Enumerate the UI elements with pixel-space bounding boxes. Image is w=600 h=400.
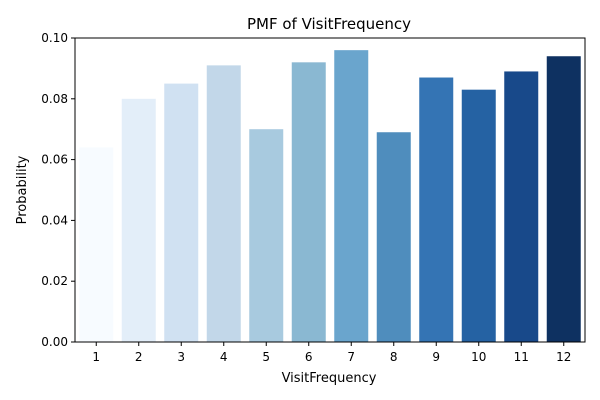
y-tick-label-3: 0.06: [41, 153, 68, 167]
y-tick-label-0: 0.00: [41, 335, 68, 349]
x-tick-label-12: 12: [556, 350, 571, 364]
bar-1: [79, 147, 114, 342]
bar-3: [164, 83, 199, 342]
bar-9: [419, 77, 454, 343]
x-tick-label-2: 2: [135, 350, 143, 364]
x-tick-label-8: 8: [390, 350, 398, 364]
bar-6: [291, 62, 326, 342]
x-axis-title: VisitFrequency: [282, 371, 377, 386]
y-axis-title: Probability: [15, 155, 30, 224]
y-tick-label-5: 0.10: [41, 31, 68, 45]
y-tick-label-1: 0.02: [41, 274, 68, 288]
x-tick-label-11: 11: [514, 350, 529, 364]
bar-7: [334, 50, 369, 342]
x-tick-label-3: 3: [177, 350, 185, 364]
x-tick-label-9: 9: [432, 350, 440, 364]
x-tick-label-1: 1: [92, 350, 100, 364]
x-tick-label-4: 4: [220, 350, 228, 364]
bar-8: [376, 132, 411, 342]
bar-4: [206, 65, 241, 343]
bar-5: [249, 129, 284, 342]
chart-title: PMF of VisitFrequency: [247, 15, 411, 33]
bar-10: [461, 89, 496, 343]
x-tick-label-5: 5: [262, 350, 270, 364]
x-axis: 1 2 3 4 5 6 7 8 9 10 11 12: [92, 342, 571, 364]
x-tick-label-6: 6: [305, 350, 313, 364]
bars-group: [79, 50, 581, 343]
y-axis: 0.00 0.02 0.04 0.06 0.08 0.10: [41, 31, 75, 349]
bar-11: [504, 71, 539, 342]
y-tick-label-2: 0.04: [41, 213, 68, 227]
y-tick-label-4: 0.08: [41, 92, 68, 106]
bar-2: [121, 98, 156, 342]
x-tick-label-10: 10: [471, 350, 486, 364]
plot-frame: [74, 37, 586, 343]
bar-12: [546, 56, 581, 343]
x-tick-label-7: 7: [347, 350, 355, 364]
